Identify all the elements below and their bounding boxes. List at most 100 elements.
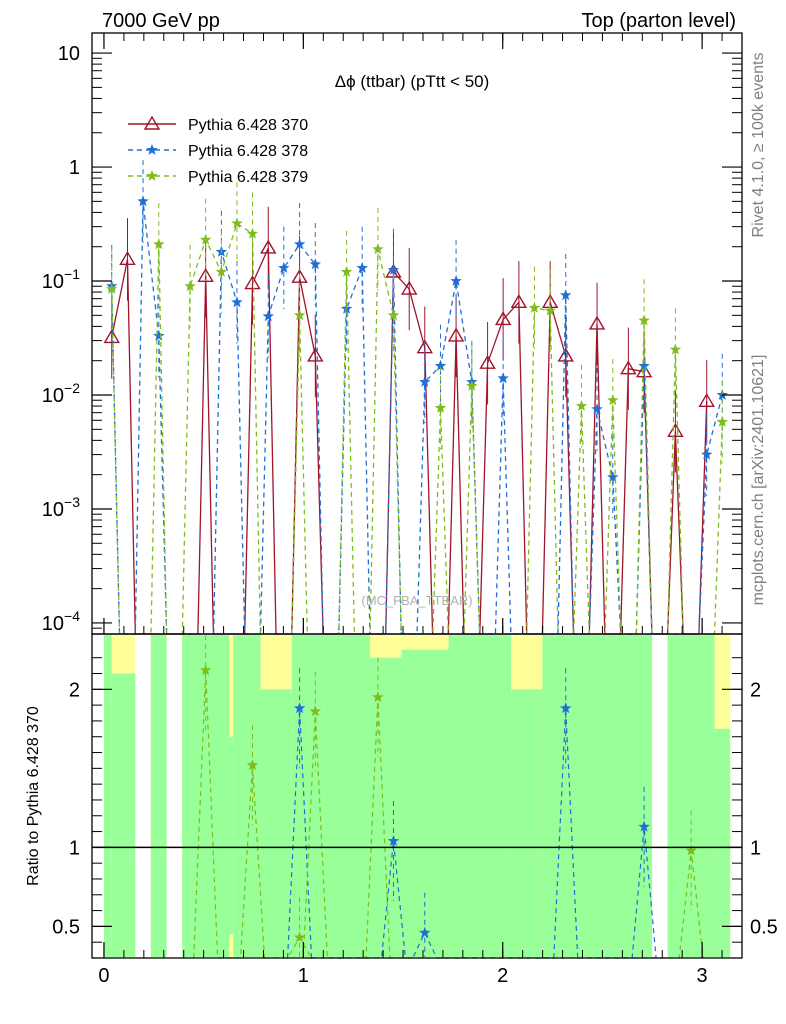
ratio-tick-label-2: 2 bbox=[69, 679, 80, 701]
ratio-y-label: Ratio to Pythia 6.428 370 bbox=[25, 706, 42, 886]
series-2-point-3 bbox=[199, 233, 212, 245]
y-tick-label-5: 10 bbox=[58, 43, 80, 65]
legend-label-2: Pythia 6.428 379 bbox=[188, 169, 308, 186]
ratio-plot-frame bbox=[91, 633, 743, 959]
series-1-point-5 bbox=[262, 310, 274, 322]
series-2-point-12 bbox=[466, 380, 478, 391]
series-0-point-10 bbox=[447, 327, 465, 342]
ratio-tick-label-right-1: 1 bbox=[750, 837, 761, 859]
series-0-point-15 bbox=[557, 347, 574, 362]
series-2-point-18 bbox=[669, 343, 682, 355]
series-0-point-5 bbox=[291, 268, 308, 283]
y-tick-label-0: 10−4 bbox=[42, 608, 80, 635]
axis-ticks: 0 1 2 3 10−4 10−3 10−2 10−1 1 10 0.5 0.5 1 1 2 2 bbox=[42, 33, 778, 987]
ratio-line-1 bbox=[193, 670, 704, 959]
series-1-point-16 bbox=[497, 372, 509, 384]
ratio-tick-label-right-0: 0.5 bbox=[750, 916, 778, 938]
series-1-point-11 bbox=[387, 264, 400, 275]
series-0-point-12 bbox=[494, 311, 512, 326]
series-2-point-11 bbox=[434, 401, 447, 413]
series-0-point-18 bbox=[635, 363, 653, 378]
header-right: Top (parton level) bbox=[581, 10, 736, 32]
ratio-0-point-0 bbox=[293, 702, 306, 714]
series-1-point-14 bbox=[450, 275, 462, 286]
ratio-tick-label-1: 1 bbox=[69, 837, 80, 859]
ratio-1-point-3 bbox=[309, 705, 321, 717]
series-2-point-15 bbox=[575, 400, 588, 411]
series-1-point-10 bbox=[356, 262, 368, 273]
series-2-point-4 bbox=[215, 266, 228, 277]
series-1-point-20 bbox=[638, 359, 650, 371]
series-1-point-4 bbox=[231, 296, 243, 308]
legend-label-1: Pythia 6.428 378 bbox=[188, 143, 308, 160]
legend-marker-2 bbox=[146, 170, 158, 181]
series-0-point-11 bbox=[479, 354, 496, 369]
ratio-line-0 bbox=[287, 708, 657, 959]
series-1-point-2 bbox=[153, 329, 165, 341]
ratio-tick-label-0: 0.5 bbox=[52, 916, 80, 938]
main-series-group bbox=[103, 160, 728, 635]
series-2-point-7 bbox=[293, 309, 306, 321]
series-0-point-16 bbox=[588, 315, 606, 330]
ratio-band-green-1 bbox=[111, 673, 136, 957]
series-2-point-8 bbox=[340, 266, 353, 277]
series-1-point-13 bbox=[434, 359, 447, 371]
ratio-band-green-16 bbox=[714, 728, 731, 957]
ratio-band-green-6 bbox=[260, 689, 292, 957]
series-0-point-1 bbox=[119, 250, 136, 266]
series-1-point-17 bbox=[560, 289, 572, 301]
ratio-band-green-9 bbox=[369, 657, 402, 957]
series-1-point-12 bbox=[419, 376, 431, 387]
x-tick-label-3: 3 bbox=[697, 965, 708, 987]
x-tick-label-0: 0 bbox=[98, 965, 109, 987]
ratio-1-point-2 bbox=[293, 931, 306, 943]
ratio-1-point-5 bbox=[685, 844, 697, 856]
series-0-point-20 bbox=[698, 392, 715, 408]
series-2-point-10 bbox=[387, 309, 400, 321]
plot-title: Δϕ (ttbar) (pTtt < 50) bbox=[335, 72, 490, 91]
ratio-1-point-4 bbox=[372, 691, 384, 703]
ratio-0-point-4 bbox=[638, 820, 650, 832]
ratio-band-green-0 bbox=[103, 635, 112, 957]
ratio-band-green-12 bbox=[511, 689, 543, 957]
series-2-point-16 bbox=[607, 394, 619, 406]
mcplots-label: mcplots.cern.ch [arXiv:2401.10621] bbox=[750, 355, 767, 606]
series-0-point-8 bbox=[401, 280, 418, 295]
analysis-watermark: (MC_FBA_TTBAR) bbox=[361, 593, 472, 608]
ratio-band-green-7 bbox=[291, 635, 324, 957]
series-1-point-9 bbox=[340, 302, 353, 314]
series-1-point-18 bbox=[591, 403, 603, 415]
legend-label-0: Pythia 6.428 370 bbox=[188, 117, 308, 134]
legend-marker-0 bbox=[143, 115, 161, 130]
series-line-2 bbox=[111, 222, 723, 635]
header-left: 7000 GeV pp bbox=[102, 10, 220, 32]
ratio-band-green-8 bbox=[323, 635, 370, 957]
ratio-0-point-3 bbox=[560, 702, 572, 714]
series-1-point-8 bbox=[309, 258, 321, 270]
series-2-point-14 bbox=[544, 304, 556, 316]
legend-marker-1 bbox=[146, 144, 158, 155]
ratio-band-green-14 bbox=[589, 635, 653, 957]
x-tick-label-2: 2 bbox=[497, 965, 508, 987]
series-0-point-2 bbox=[197, 267, 214, 283]
series-2-point-2 bbox=[184, 280, 196, 292]
ratio-band-green-5 bbox=[233, 635, 261, 957]
ratio-band-green-13 bbox=[542, 635, 590, 957]
y-tick-label-1: 10−3 bbox=[42, 494, 80, 521]
y-tick-label-4: 1 bbox=[69, 157, 80, 179]
series-2-point-19 bbox=[716, 416, 728, 427]
series-1-point-6 bbox=[278, 262, 290, 273]
series-2-point-17 bbox=[638, 314, 650, 326]
ratio-1-point-1 bbox=[246, 759, 259, 770]
x-tick-label-1: 1 bbox=[298, 965, 309, 987]
ratio-uncertainty-bands bbox=[103, 635, 731, 957]
series-2-point-1 bbox=[153, 238, 165, 250]
ratio-band-green-2 bbox=[150, 635, 167, 957]
ratio-series-group bbox=[193, 635, 704, 959]
series-2-point-5 bbox=[231, 217, 243, 229]
ratio-0-point-2 bbox=[419, 926, 431, 938]
series-1-point-19 bbox=[607, 471, 619, 483]
series-0-point-4 bbox=[260, 239, 277, 254]
series-1-point-1 bbox=[137, 195, 149, 207]
ratio-1-point-0 bbox=[199, 664, 212, 676]
